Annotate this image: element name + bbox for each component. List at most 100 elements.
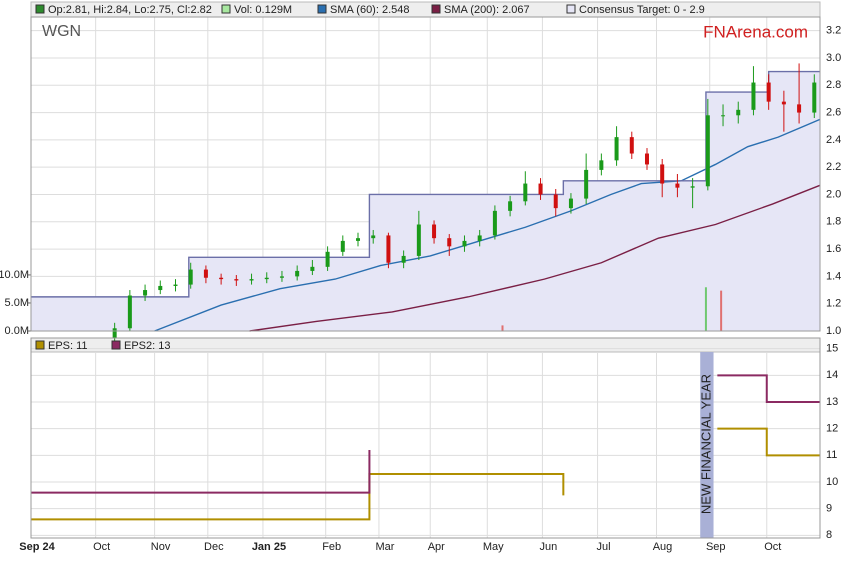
candle-body bbox=[721, 115, 726, 117]
x-tick-label: Apr bbox=[428, 541, 445, 553]
volume-bar bbox=[501, 325, 504, 331]
candle-body bbox=[279, 276, 284, 278]
candle-body bbox=[766, 82, 771, 102]
candle-body bbox=[675, 183, 680, 188]
candle-body bbox=[340, 240, 345, 252]
volume-tick-label: 10.0M bbox=[0, 269, 29, 281]
legend-swatch bbox=[566, 4, 576, 14]
candle-body bbox=[660, 164, 665, 184]
x-tick-label: Jun bbox=[540, 541, 558, 553]
y-tick-label: 1.8 bbox=[826, 216, 841, 228]
y-tick-label: 10 bbox=[826, 476, 838, 488]
candle-body bbox=[356, 238, 361, 241]
candle-body bbox=[523, 183, 528, 202]
x-tick-label: Jul bbox=[597, 541, 611, 553]
x-tick-label: May bbox=[483, 541, 504, 553]
x-tick-label: Nov bbox=[151, 541, 171, 553]
legend-swatch bbox=[317, 4, 327, 14]
series-line bbox=[249, 184, 821, 332]
candle-body bbox=[629, 137, 634, 154]
ticker-title: WGN bbox=[42, 23, 81, 40]
legend-swatch bbox=[35, 4, 45, 14]
candle-body bbox=[812, 82, 817, 113]
candle-body bbox=[599, 160, 604, 170]
legend-label: Vol: 0.129M bbox=[234, 4, 292, 16]
x-tick-label: Feb bbox=[322, 541, 341, 553]
target-area bbox=[31, 71, 820, 331]
y-tick-label: 12 bbox=[826, 423, 838, 435]
candle-body bbox=[736, 109, 741, 116]
y-tick-label: 11 bbox=[826, 449, 837, 461]
candle-body bbox=[447, 238, 452, 247]
y-tick-label: 2.6 bbox=[826, 106, 841, 118]
volume-tick-label: 5.0M bbox=[5, 297, 29, 309]
y-tick-label: 2.0 bbox=[826, 188, 841, 200]
x-tick-label: Jan 25 bbox=[252, 541, 286, 553]
candle-body bbox=[401, 255, 406, 263]
candle-body bbox=[310, 266, 315, 271]
y-tick-label: 1.4 bbox=[826, 270, 841, 282]
candle-body bbox=[751, 82, 756, 110]
candle-body bbox=[264, 277, 269, 280]
series-line bbox=[154, 118, 821, 332]
y-tick-label: 2.4 bbox=[826, 134, 841, 146]
candle-body bbox=[219, 277, 224, 280]
legend-swatch bbox=[111, 340, 121, 350]
candle-body bbox=[325, 251, 330, 267]
candle-body bbox=[568, 198, 573, 209]
y-tick-label: 3.0 bbox=[826, 52, 841, 64]
candle-body bbox=[112, 328, 117, 338]
candle-body bbox=[432, 224, 437, 239]
x-tick-label: Oct bbox=[764, 541, 781, 553]
x-tick-label: Oct bbox=[93, 541, 110, 553]
x-tick-label: Dec bbox=[204, 541, 224, 553]
y-tick-label: 14 bbox=[826, 369, 838, 381]
candle-body bbox=[614, 137, 619, 161]
y-tick-label: 2.8 bbox=[826, 79, 841, 91]
candle-body bbox=[462, 240, 467, 247]
candle-body bbox=[644, 153, 649, 165]
candle-body bbox=[416, 224, 421, 256]
candle-body bbox=[295, 270, 300, 277]
candle-body bbox=[492, 210, 497, 236]
candle-body bbox=[234, 279, 239, 281]
candle-body bbox=[477, 235, 482, 241]
candle-body bbox=[781, 101, 786, 105]
y-tick-label: 13 bbox=[826, 396, 838, 408]
legend-label: SMA (60): 2.548 bbox=[330, 4, 410, 16]
brand: FNArena.com bbox=[703, 22, 808, 41]
legend-label: Consensus Target: 0 - 2.9 bbox=[579, 4, 705, 16]
plot-layer: Sep 24 Oct Nov Dec Jan 25 Feb Mar Apr May Jun Jul A… bbox=[0, 4, 841, 553]
x-tick-label: Sep 24 bbox=[19, 541, 55, 553]
legend-swatch bbox=[431, 4, 441, 14]
candle-body bbox=[143, 290, 148, 296]
candle-body bbox=[127, 295, 132, 329]
candle-body bbox=[386, 235, 391, 263]
x-tick-label: Aug bbox=[653, 541, 673, 553]
candle-body bbox=[203, 269, 208, 278]
legend-label: EPS: 11 bbox=[48, 340, 88, 352]
candle-body bbox=[553, 194, 558, 209]
y-tick-label: 2.2 bbox=[826, 161, 841, 173]
candle-body bbox=[538, 183, 543, 195]
y-tick-label: 15 bbox=[826, 343, 838, 355]
y-tick-label: 3.2 bbox=[826, 25, 841, 37]
candle-body bbox=[797, 104, 802, 113]
legend-label: Op:2.81, Hi:2.84, Lo:2.75, Cl:2.82 bbox=[48, 4, 212, 16]
legend-swatch bbox=[221, 4, 231, 14]
series-line bbox=[31, 374, 820, 494]
legend-label: EPS2: 13 bbox=[124, 340, 170, 352]
candle-body bbox=[249, 279, 254, 281]
candle-body bbox=[584, 169, 589, 199]
candle-body bbox=[371, 235, 376, 239]
x-tick-label: Mar bbox=[375, 541, 394, 553]
y-tick-label: 1.2 bbox=[826, 298, 841, 310]
x-tick-label: Sep bbox=[706, 541, 726, 553]
bottom-frame bbox=[30, 337, 821, 539]
y-tick-label: 1.6 bbox=[826, 243, 841, 255]
volume-bar bbox=[720, 290, 723, 331]
legend-swatch bbox=[35, 340, 45, 350]
candle-body bbox=[508, 201, 513, 211]
legend-label: SMA (200): 2.067 bbox=[444, 4, 530, 16]
y-tick-label: 1.0 bbox=[826, 325, 841, 337]
